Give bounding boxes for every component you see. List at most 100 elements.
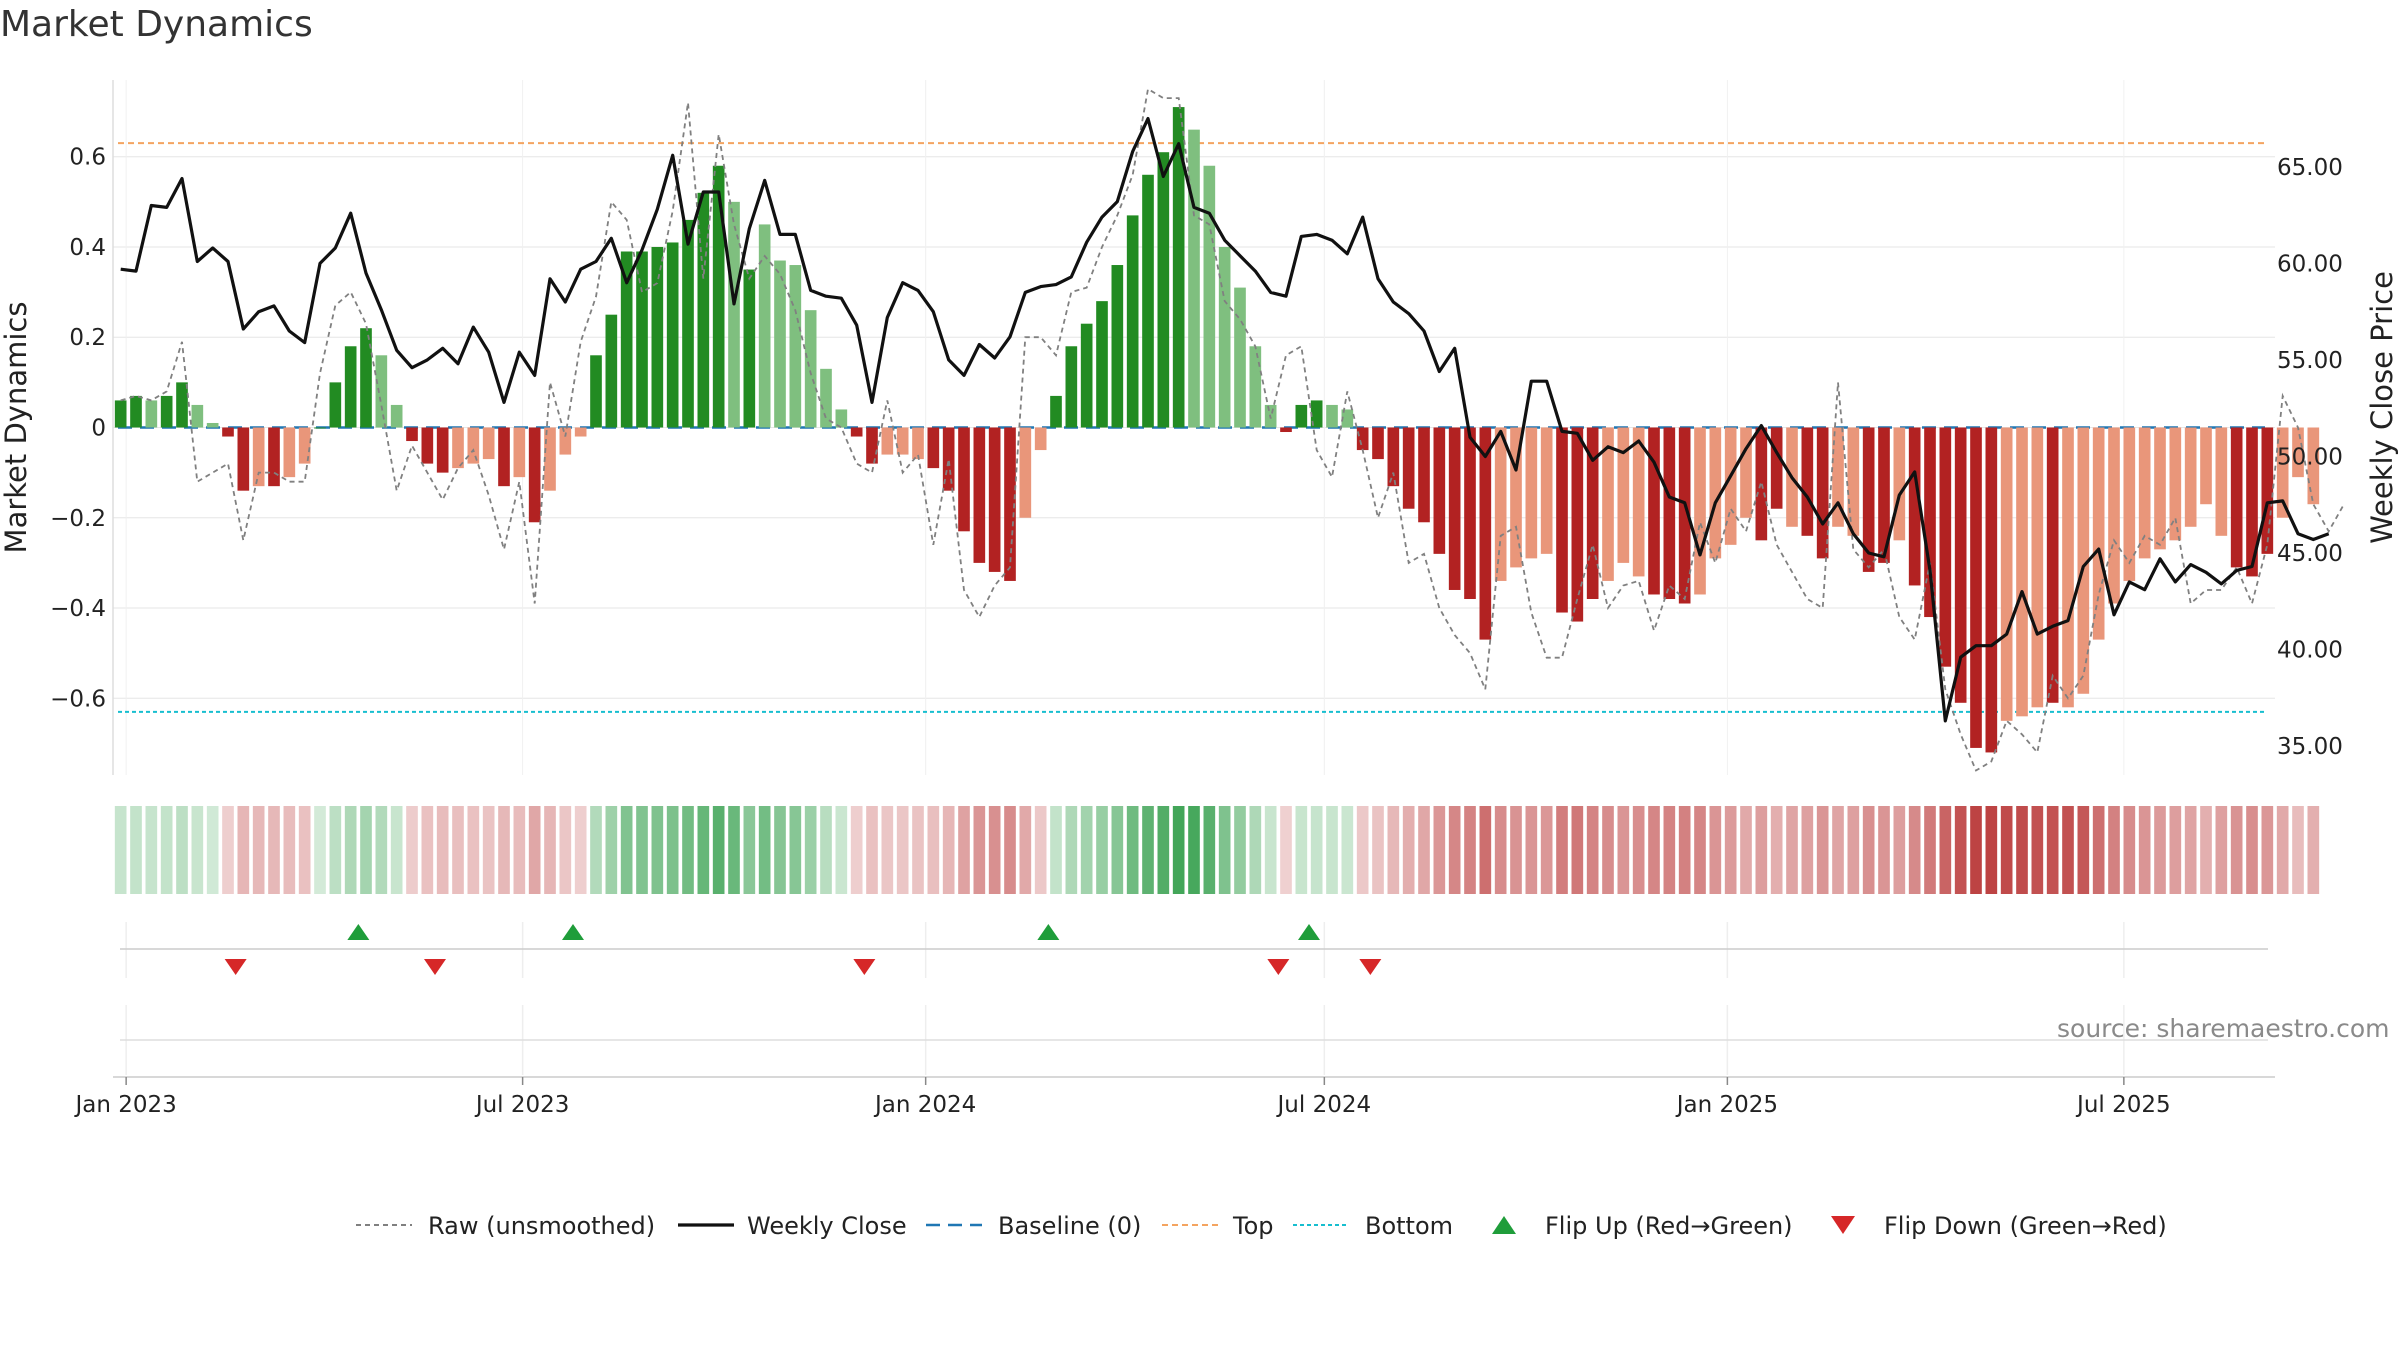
heat-cell bbox=[2200, 806, 2212, 894]
heat-cell bbox=[896, 806, 909, 894]
bar bbox=[1648, 427, 1660, 595]
bar bbox=[559, 427, 572, 455]
flip-panel bbox=[120, 922, 2268, 978]
heat-cell bbox=[1479, 806, 1492, 894]
heat-cell bbox=[1740, 806, 1752, 894]
bar bbox=[2184, 427, 2197, 527]
bar bbox=[712, 165, 725, 428]
heat-cell bbox=[1617, 806, 1630, 894]
bar bbox=[344, 346, 357, 428]
heat-cell bbox=[191, 806, 204, 894]
bar bbox=[482, 427, 495, 460]
bar bbox=[1801, 427, 1814, 536]
y-tick-left: −0.4 bbox=[50, 596, 106, 622]
bar bbox=[1908, 427, 1921, 586]
bar bbox=[1954, 427, 1967, 703]
heat-cell bbox=[958, 806, 970, 894]
bar bbox=[1832, 427, 1844, 527]
x-axis: Jan 2023 Jul 2023 Jan 2024 Jul 2024 Jan 2025… bbox=[73, 1076, 2275, 1118]
heat-cell bbox=[1372, 806, 1384, 894]
bar bbox=[2077, 427, 2090, 694]
bar bbox=[1065, 346, 1078, 428]
flip-down-marker bbox=[1267, 959, 1290, 975]
bar bbox=[544, 427, 556, 491]
bar bbox=[1663, 427, 1676, 599]
bar bbox=[1479, 427, 1492, 640]
bar bbox=[1295, 404, 1308, 428]
bar bbox=[1234, 287, 1246, 428]
heat-cell bbox=[1924, 806, 1936, 894]
heat-cell bbox=[1663, 806, 1676, 894]
bar bbox=[1310, 400, 1323, 428]
bar bbox=[1525, 427, 1538, 559]
flip-up-marker bbox=[1298, 924, 1320, 940]
heat-cell bbox=[758, 806, 771, 894]
heat-cell bbox=[252, 806, 265, 894]
heat-cell bbox=[452, 806, 464, 894]
heat-cell bbox=[789, 806, 802, 894]
heat-cell bbox=[237, 806, 250, 894]
x-tick-label: Jul 2023 bbox=[474, 1092, 570, 1118]
bar bbox=[467, 427, 480, 464]
bar bbox=[1341, 409, 1354, 428]
y-tick-left: −0.2 bbox=[50, 506, 106, 532]
heat-cell bbox=[1801, 806, 1814, 894]
bar bbox=[1418, 427, 1430, 523]
bar bbox=[2292, 427, 2304, 478]
heat-cell bbox=[1694, 806, 1706, 894]
heat-cell bbox=[866, 806, 878, 894]
bar bbox=[528, 427, 541, 523]
heat-cell bbox=[1295, 806, 1308, 894]
heat-cell bbox=[2230, 806, 2243, 894]
heat-cell bbox=[1448, 806, 1461, 894]
heat-cell bbox=[544, 806, 556, 894]
bar bbox=[1280, 427, 1292, 433]
x-tick-label: Jan 2025 bbox=[1675, 1092, 1778, 1118]
heat-cell bbox=[1387, 806, 1400, 894]
heat-cell bbox=[1816, 806, 1829, 894]
heat-cell bbox=[498, 806, 510, 894]
heat-cell bbox=[605, 806, 618, 894]
bar bbox=[1893, 427, 1906, 541]
bar bbox=[820, 368, 832, 428]
heat-cell bbox=[2215, 806, 2228, 894]
heat-cell bbox=[574, 806, 587, 894]
bar bbox=[1632, 427, 1645, 577]
bar bbox=[1096, 301, 1108, 428]
heat-cell bbox=[283, 806, 296, 894]
y-tick-left: 0.6 bbox=[69, 145, 106, 171]
x-tick-label: Jan 2024 bbox=[873, 1092, 976, 1118]
bar bbox=[421, 427, 434, 464]
heat-cell bbox=[666, 806, 679, 894]
bar bbox=[927, 427, 940, 469]
heat-cell bbox=[1111, 806, 1124, 894]
heat-cell bbox=[1954, 806, 1967, 894]
bar bbox=[620, 251, 633, 428]
heat-cell bbox=[774, 806, 786, 894]
bar bbox=[2123, 427, 2136, 581]
y-tick-left: 0.4 bbox=[69, 235, 106, 261]
heat-cell bbox=[1985, 806, 1998, 894]
heat-cell bbox=[1786, 806, 1798, 894]
heat-cell bbox=[1157, 806, 1170, 894]
bar bbox=[1510, 427, 1522, 568]
close-series bbox=[120, 116, 2330, 723]
heat-cell bbox=[160, 806, 173, 894]
y-tick-right: 40.00 bbox=[2277, 638, 2343, 664]
bar bbox=[191, 404, 204, 428]
bar bbox=[2016, 427, 2028, 717]
bar bbox=[283, 427, 296, 478]
bar bbox=[1862, 427, 1875, 572]
y-tick-right: 50.00 bbox=[2277, 444, 2343, 470]
heat-cell bbox=[1908, 806, 1921, 894]
heat-cell bbox=[1709, 806, 1722, 894]
bar bbox=[2092, 427, 2105, 640]
bar bbox=[1111, 265, 1124, 428]
bar bbox=[452, 427, 464, 469]
bar bbox=[2031, 427, 2044, 708]
bar bbox=[252, 427, 265, 487]
flip-down-marker bbox=[424, 959, 446, 975]
heat-cell bbox=[850, 806, 863, 894]
heat-cell bbox=[1878, 806, 1890, 894]
